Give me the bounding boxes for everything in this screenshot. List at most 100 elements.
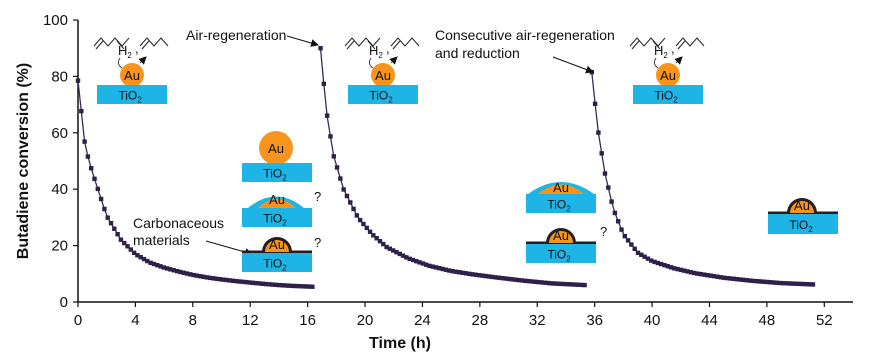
data-point (463, 271, 468, 276)
data-point (334, 165, 340, 170)
data-point (204, 275, 209, 280)
data-point (655, 260, 661, 266)
data-point (764, 279, 769, 285)
h2-label: H2 (118, 43, 132, 60)
data-point (112, 226, 117, 231)
data-point (131, 250, 137, 255)
data-point (460, 270, 465, 275)
data-point (668, 265, 674, 270)
data-point (224, 277, 229, 283)
data-point (135, 253, 140, 258)
data-point (351, 206, 356, 212)
x-tick-label: 16 (299, 312, 316, 329)
data-point (141, 256, 147, 262)
data-point (685, 269, 690, 274)
data-point (572, 282, 577, 287)
y-tick-label: 40 (51, 181, 68, 198)
data-point (237, 279, 242, 284)
data-point (197, 274, 203, 279)
data-point (95, 186, 101, 192)
data-point (257, 281, 262, 286)
data-point (523, 278, 528, 283)
data-point (794, 281, 799, 286)
data-point (738, 277, 743, 282)
annotation-text-air-regeneration: Air-regeneration (186, 27, 286, 43)
data-point (404, 255, 409, 260)
x-axis-title: Time (h) (369, 335, 431, 352)
data-point (493, 275, 498, 280)
data-point (361, 221, 366, 227)
data-point (480, 273, 485, 278)
svg-text:,: , (135, 41, 139, 56)
data-point (466, 271, 472, 276)
data-point (102, 206, 107, 212)
annotation-air-regeneration: Air-regeneration (186, 27, 319, 47)
data-point (606, 185, 611, 190)
data-point (164, 266, 170, 271)
data-point (506, 276, 511, 282)
data-point (565, 282, 571, 287)
x-tick-label: 0 (74, 312, 82, 329)
data-point (596, 130, 601, 135)
data-point (92, 176, 97, 182)
data-point (321, 81, 327, 87)
au-particle (258, 199, 296, 208)
data-point (283, 283, 289, 288)
tio2-label: TiO2 (263, 212, 287, 228)
x-tick-label: 8 (189, 312, 197, 329)
data-point (635, 250, 641, 256)
x-tick-label: 28 (472, 312, 489, 329)
data-point (724, 275, 730, 281)
annotation-text-consecutive-1: Consecutive air-regeneration (435, 27, 615, 43)
au-particle (120, 63, 144, 87)
h2-label: H2 (654, 43, 668, 60)
data-point (234, 278, 239, 284)
au-particle (259, 131, 293, 165)
data-point (155, 262, 160, 268)
x-tick-label: 44 (701, 312, 718, 329)
data-point (394, 249, 399, 255)
data-point (270, 282, 275, 287)
schematic-fresh-3: H2 , Au TiO2 (629, 37, 705, 105)
tio2-support (97, 85, 167, 104)
data-point (400, 253, 406, 258)
data-point (338, 176, 343, 181)
x-tick-label: 20 (357, 312, 374, 329)
data-point (757, 279, 763, 284)
data-point (306, 284, 312, 289)
tio2-support (348, 85, 418, 104)
x-tick-label: 40 (644, 312, 661, 329)
x-tick-label: 52 (816, 312, 833, 329)
data-point (211, 276, 216, 281)
schematic-layer: H2 , Au TiO2 H2 , Au TiO2 H2 , Au TiO2 Au TiO2 Au TiO2?… (93, 37, 838, 273)
data-point (354, 213, 360, 218)
data-point (609, 199, 614, 204)
tio2-label: TiO2 (547, 198, 571, 214)
data-point (293, 283, 299, 289)
data-point (207, 275, 213, 281)
butadiene-molecule (93, 37, 130, 47)
data-point (174, 268, 180, 274)
data-point (476, 272, 482, 278)
data-point (115, 232, 120, 237)
data-point (427, 263, 432, 269)
data-point (744, 278, 750, 283)
tio2-support (242, 163, 312, 182)
data-point (698, 271, 703, 277)
data-point (470, 272, 475, 277)
data-point (79, 108, 84, 114)
data-point (443, 267, 449, 272)
data-point (324, 113, 330, 118)
data-point (105, 215, 110, 220)
au-label: Au (553, 180, 569, 195)
data-point (118, 237, 124, 242)
au-particle (790, 201, 814, 213)
data-point (652, 259, 657, 265)
data-point (754, 278, 760, 284)
data-point (761, 279, 766, 284)
data-point (230, 278, 236, 284)
data-point (397, 251, 402, 257)
tio2-label: TiO2 (263, 167, 287, 183)
data-point (519, 278, 525, 283)
data-point (420, 261, 426, 266)
